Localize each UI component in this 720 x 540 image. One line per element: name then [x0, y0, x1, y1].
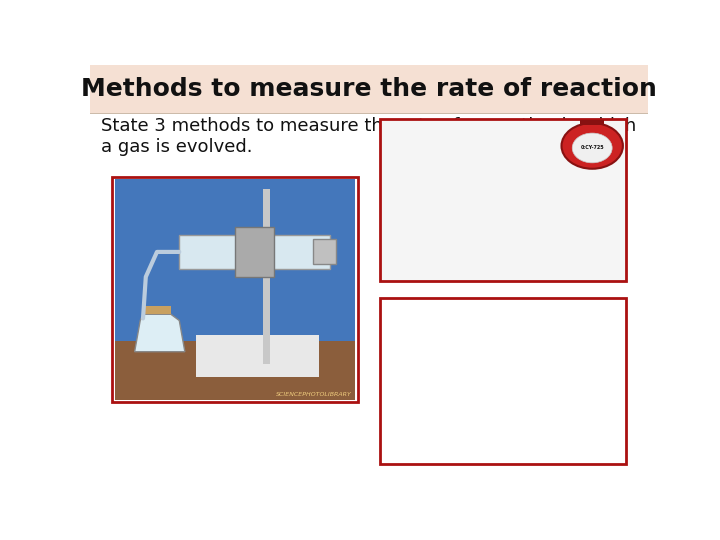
Bar: [179, 235, 330, 268]
Bar: [90, 113, 648, 114]
Circle shape: [572, 133, 612, 163]
Text: State 3 methods to measure the rate of a reaction in which
a gas is evolved.: State 3 methods to measure the rate of a…: [101, 117, 636, 156]
Bar: [402, 232, 603, 239]
Text: -0.328 g: -0.328 g: [480, 250, 526, 260]
Polygon shape: [135, 314, 185, 352]
Circle shape: [481, 431, 492, 439]
Text: Dilute hydrochloric acid: Dilute hydrochloric acid: [397, 376, 488, 386]
Text: 0:CY-725: 0:CY-725: [580, 145, 604, 151]
Bar: [263, 189, 270, 364]
Bar: [196, 335, 319, 377]
Bar: [313, 239, 336, 265]
Circle shape: [464, 429, 475, 437]
Circle shape: [456, 418, 467, 427]
Polygon shape: [419, 131, 548, 233]
Bar: [115, 341, 355, 400]
Text: Marble chips: Marble chips: [402, 433, 451, 441]
Text: SCIENCEPHOTOLIBRARY: SCIENCEPHOTOLIBRARY: [276, 393, 352, 397]
Text: Methods to measure the rate of reaction: Methods to measure the rate of reaction: [81, 77, 657, 100]
Circle shape: [485, 216, 498, 226]
FancyBboxPatch shape: [394, 238, 612, 273]
Circle shape: [444, 220, 456, 230]
Bar: [580, 120, 605, 125]
Circle shape: [468, 220, 482, 230]
Circle shape: [460, 216, 473, 226]
Bar: [235, 227, 274, 277]
Bar: [564, 331, 603, 447]
Bar: [380, 298, 626, 464]
Bar: [382, 120, 624, 280]
Bar: [456, 312, 489, 322]
Circle shape: [435, 220, 449, 230]
Bar: [115, 179, 355, 343]
Text: Measuring cylinder: Measuring cylinder: [528, 310, 609, 319]
Circle shape: [451, 216, 465, 226]
Bar: [143, 306, 171, 314]
Bar: [453, 246, 553, 265]
Polygon shape: [414, 322, 534, 443]
Bar: [567, 404, 600, 445]
Circle shape: [438, 418, 450, 427]
Circle shape: [562, 123, 623, 168]
Circle shape: [431, 429, 441, 437]
Bar: [112, 177, 358, 402]
Bar: [90, 65, 648, 113]
Circle shape: [447, 431, 459, 439]
Bar: [380, 119, 626, 281]
